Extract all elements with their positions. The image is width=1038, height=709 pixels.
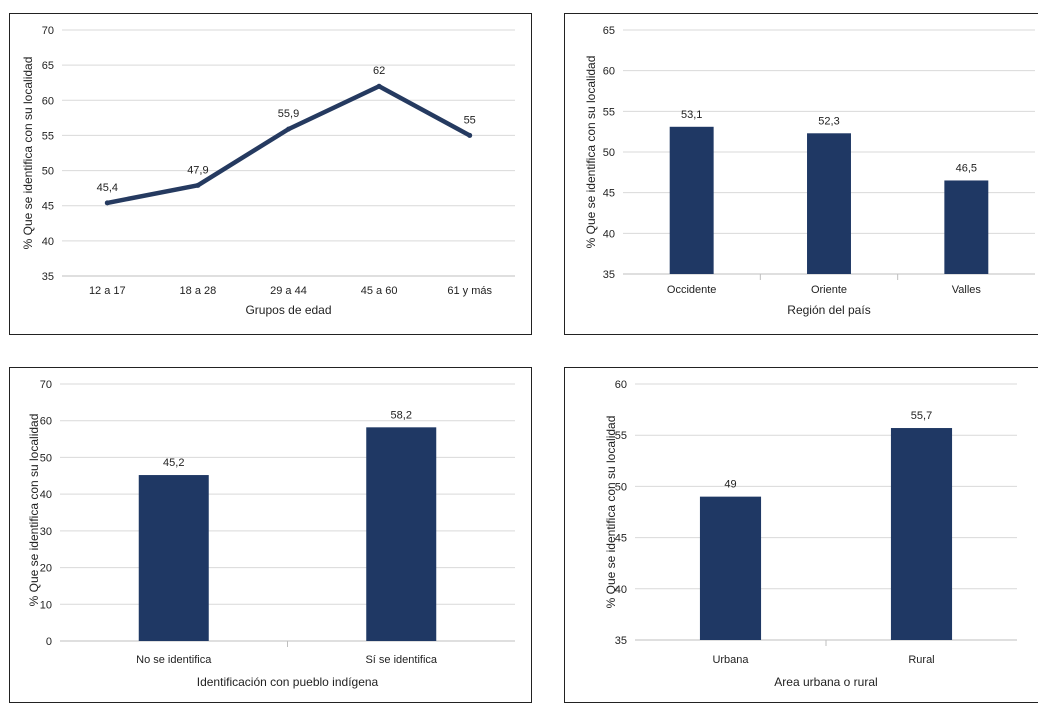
x-tick-label: 45 a 60 <box>361 285 398 297</box>
bar <box>366 427 437 641</box>
y-tick-label: 55 <box>603 106 615 118</box>
y-tick-label: 35 <box>615 635 627 647</box>
bar-chart-indigenous: 0 10 20 30 40 50 60 70 45,2 58,2 No se identifica S… <box>27 379 515 689</box>
y-tick-label: 35 <box>603 269 615 281</box>
data-label: 55,9 <box>278 108 299 120</box>
y-axis-title: % Que se identifica con su localidad <box>604 416 618 609</box>
y-axis-title: % Que se identifica con su localidad <box>21 57 35 250</box>
data-point <box>195 182 201 188</box>
data-label: 49 <box>724 479 736 491</box>
x-tick-label: Urbana <box>712 654 749 666</box>
chart-panel-indigenous: 0 10 20 30 40 50 60 70 45,2 58,2 No se identifica S… <box>9 367 532 703</box>
y-tick-label: 65 <box>603 25 615 37</box>
bar <box>138 475 209 641</box>
data-label: 45,2 <box>163 457 184 469</box>
y-tick-label: 45 <box>42 201 54 213</box>
y-tick-label: 35 <box>42 271 54 283</box>
y-tick-label: 55 <box>42 130 54 142</box>
x-tick-label: 61 y más <box>447 285 492 297</box>
data-point <box>376 83 382 89</box>
y-tick-label: 40 <box>40 489 52 501</box>
y-tick-label: 60 <box>615 379 627 391</box>
chart-panel-urban-rural: 35 40 45 50 55 60 49 55,7 Urbana Rural Area urbana… <box>564 367 1038 703</box>
x-axis-title: Región del país <box>787 303 870 317</box>
line-chart-age-groups: 35 40 45 50 55 60 65 70 45,4 47,9 55,9 62 55 12 a 17 1… <box>21 25 515 317</box>
y-tick-label: 20 <box>40 563 52 575</box>
y-tick-label: 40 <box>603 228 615 240</box>
y-tick-label: 60 <box>603 66 615 78</box>
chart-panel-region: 35 40 45 50 55 60 65 53,1 52,3 46,5 Occidente Orien… <box>564 13 1038 335</box>
y-tick-label: 65 <box>42 60 54 72</box>
data-point <box>286 126 291 132</box>
x-tick-label: 18 a 28 <box>180 285 217 297</box>
y-tick-label: 50 <box>40 452 52 464</box>
data-label: 52,3 <box>818 115 839 127</box>
y-tick-label: 50 <box>42 166 54 178</box>
y-axis-title: % Que se identifica con su localidad <box>584 56 598 249</box>
data-label: 62 <box>373 65 385 77</box>
x-tick-label: Sí se identifica <box>365 654 437 666</box>
y-tick-label: 60 <box>42 95 54 107</box>
bar-chart-urban-rural: 35 40 45 50 55 60 49 55,7 Urbana Rural Area urbana… <box>604 379 1017 689</box>
data-label: 55,7 <box>911 410 932 422</box>
y-tick-label: 0 <box>46 636 52 648</box>
y-tick-label: 50 <box>603 147 615 159</box>
y-tick-label: 70 <box>42 25 54 37</box>
x-tick-label: 29 a 44 <box>270 285 307 297</box>
y-tick-label: 70 <box>40 379 52 391</box>
bar <box>699 496 762 640</box>
y-tick-label: 40 <box>42 236 54 248</box>
y-tick-label: 10 <box>40 599 52 611</box>
y-tick-label: 45 <box>603 188 615 200</box>
y-axis-title: % Que se identifica con su localidad <box>27 414 41 607</box>
data-label: 58,2 <box>391 409 412 421</box>
data-point <box>104 200 110 206</box>
data-label: 55 <box>464 114 476 126</box>
x-axis-title: Area urbana o rural <box>774 675 877 689</box>
bar-chart-region: 35 40 45 50 55 60 65 53,1 52,3 46,5 Occidente Orien… <box>584 25 1035 317</box>
bar <box>669 126 714 274</box>
data-label: 47,9 <box>187 164 208 176</box>
bar <box>944 180 989 274</box>
y-tick-label: 45 <box>615 533 627 545</box>
x-tick-label: No se identifica <box>136 654 212 666</box>
data-label: 46,5 <box>956 162 977 174</box>
y-tick-label: 55 <box>615 430 627 442</box>
data-label: 53,1 <box>681 109 702 121</box>
x-tick-label: 12 a 17 <box>89 285 126 297</box>
chart-panel-age-groups: 35 40 45 50 55 60 65 70 45,4 47,9 55,9 62 55 12 a 17 1… <box>9 13 532 335</box>
x-tick-label: Valles <box>952 284 982 296</box>
x-axis-title: Grupos de edad <box>245 303 331 317</box>
y-tick-label: 60 <box>40 416 52 428</box>
x-tick-label: Oriente <box>811 284 847 296</box>
y-tick-label: 50 <box>615 481 627 493</box>
series-line <box>105 83 472 206</box>
data-point <box>467 132 473 138</box>
x-tick-label: Occidente <box>667 284 717 296</box>
x-tick-label: Rural <box>908 654 934 666</box>
y-tick-label: 40 <box>615 584 627 596</box>
data-label: 45,4 <box>97 182 118 194</box>
bar <box>890 428 953 640</box>
y-tick-label: 30 <box>40 526 52 538</box>
x-axis-title: Identificación con pueblo indígena <box>197 675 379 689</box>
bar <box>807 133 851 274</box>
